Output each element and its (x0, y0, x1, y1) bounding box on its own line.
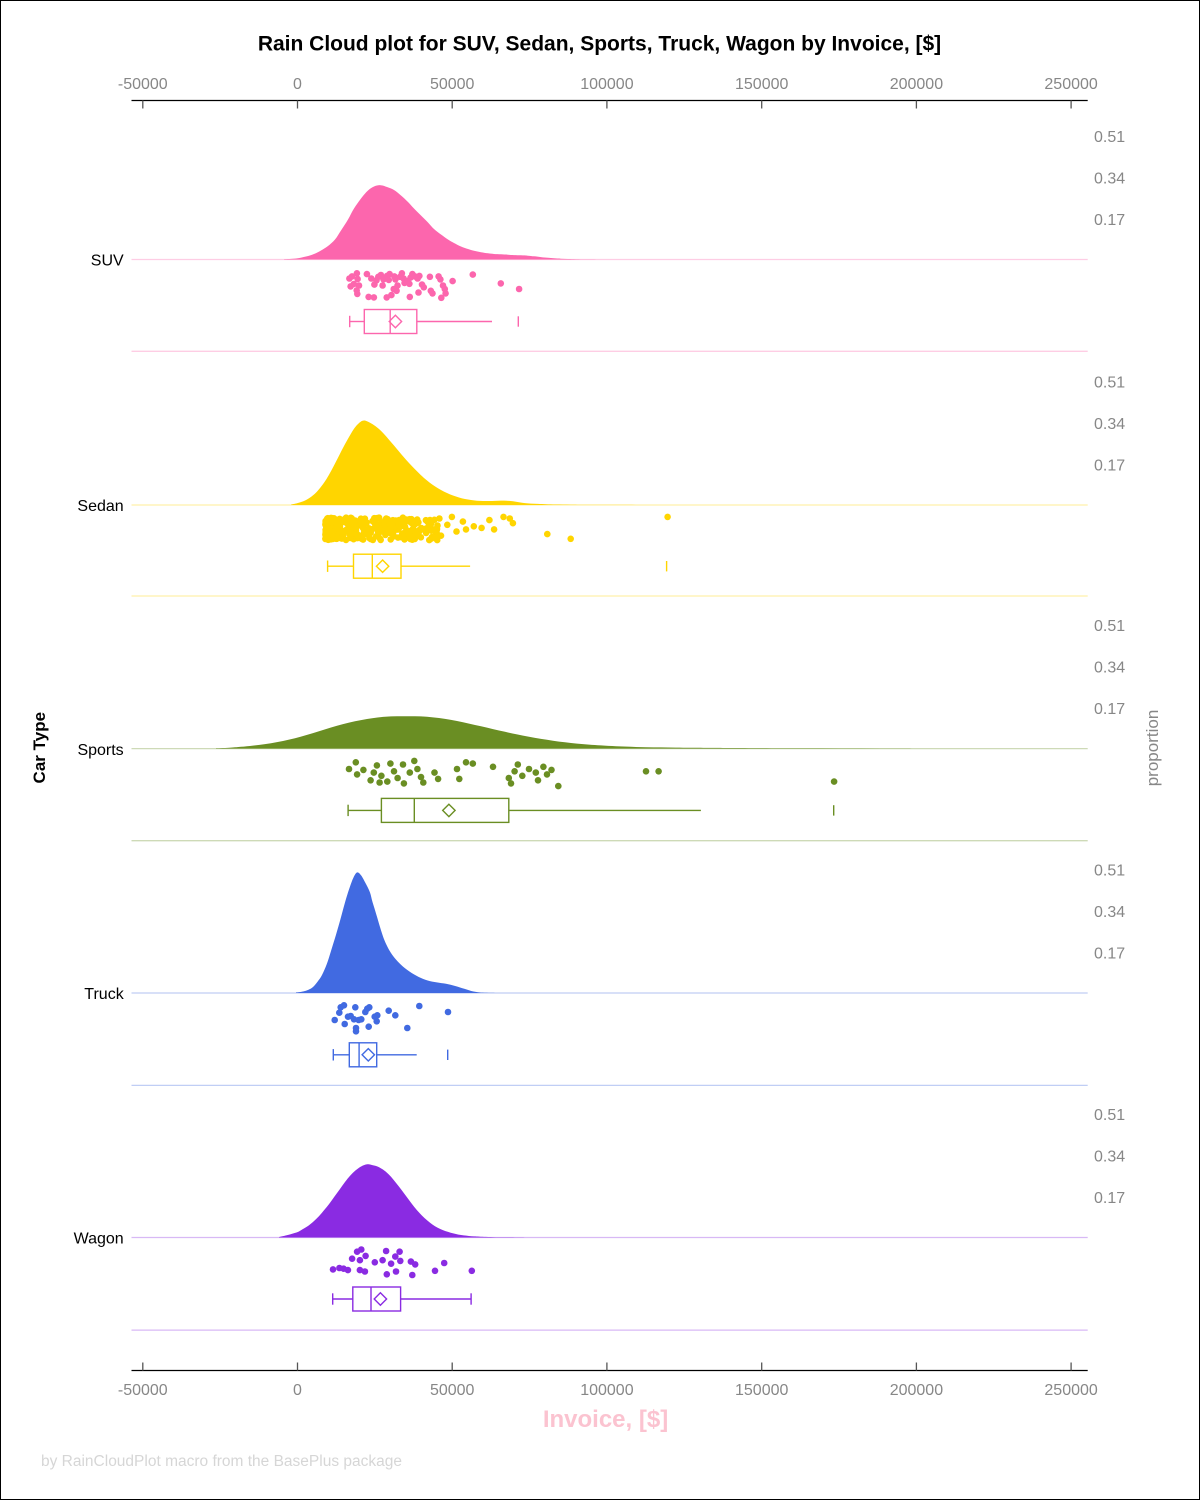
svg-text:0.51: 0.51 (1094, 863, 1125, 880)
svg-text:proportion: proportion (1143, 710, 1162, 787)
svg-text:Invoice, [$]: Invoice, [$] (543, 1406, 668, 1433)
svg-text:250000: 250000 (1044, 1382, 1097, 1399)
svg-text:0.34: 0.34 (1094, 171, 1125, 188)
svg-text:0: 0 (293, 1382, 302, 1399)
svg-text:0.51: 0.51 (1094, 375, 1125, 392)
svg-text:0.51: 0.51 (1094, 618, 1125, 635)
svg-text:0.34: 0.34 (1094, 904, 1125, 921)
svg-text:Truck: Truck (84, 986, 124, 1003)
svg-text:0.34: 0.34 (1094, 1149, 1125, 1166)
svg-text:Sedan: Sedan (77, 498, 123, 515)
svg-text:0.17: 0.17 (1094, 701, 1125, 718)
svg-text:Wagon: Wagon (74, 1231, 124, 1248)
svg-text:0.34: 0.34 (1094, 660, 1125, 677)
svg-text:-50000: -50000 (118, 1382, 168, 1399)
svg-text:0.51: 0.51 (1094, 1107, 1125, 1124)
svg-text:0: 0 (293, 76, 302, 93)
svg-text:150000: 150000 (735, 1382, 788, 1399)
svg-text:SUV: SUV (91, 253, 124, 270)
svg-text:0.17: 0.17 (1094, 1190, 1125, 1207)
svg-text:100000: 100000 (580, 1382, 633, 1399)
svg-text:Sports: Sports (77, 742, 123, 759)
svg-text:0.17: 0.17 (1094, 946, 1125, 963)
svg-text:Rain Cloud plot for SUV, Sedan: Rain Cloud plot for SUV, Sedan, Sports, … (258, 33, 941, 56)
svg-text:Car Type: Car Type (30, 712, 49, 784)
svg-text:50000: 50000 (430, 76, 475, 93)
svg-text:200000: 200000 (890, 1382, 943, 1399)
svg-text:0.17: 0.17 (1094, 212, 1125, 229)
svg-text:-50000: -50000 (118, 76, 168, 93)
svg-text:50000: 50000 (430, 1382, 475, 1399)
svg-text:200000: 200000 (890, 76, 943, 93)
svg-text:150000: 150000 (735, 76, 788, 93)
svg-text:250000: 250000 (1044, 76, 1097, 93)
svg-text:0.34: 0.34 (1094, 416, 1125, 433)
svg-text:100000: 100000 (580, 76, 633, 93)
svg-text:0.51: 0.51 (1094, 129, 1125, 146)
svg-text:0.17: 0.17 (1094, 458, 1125, 475)
svg-text:by RainCloudPlot macro from th: by RainCloudPlot macro from the BasePlus… (41, 1453, 402, 1470)
